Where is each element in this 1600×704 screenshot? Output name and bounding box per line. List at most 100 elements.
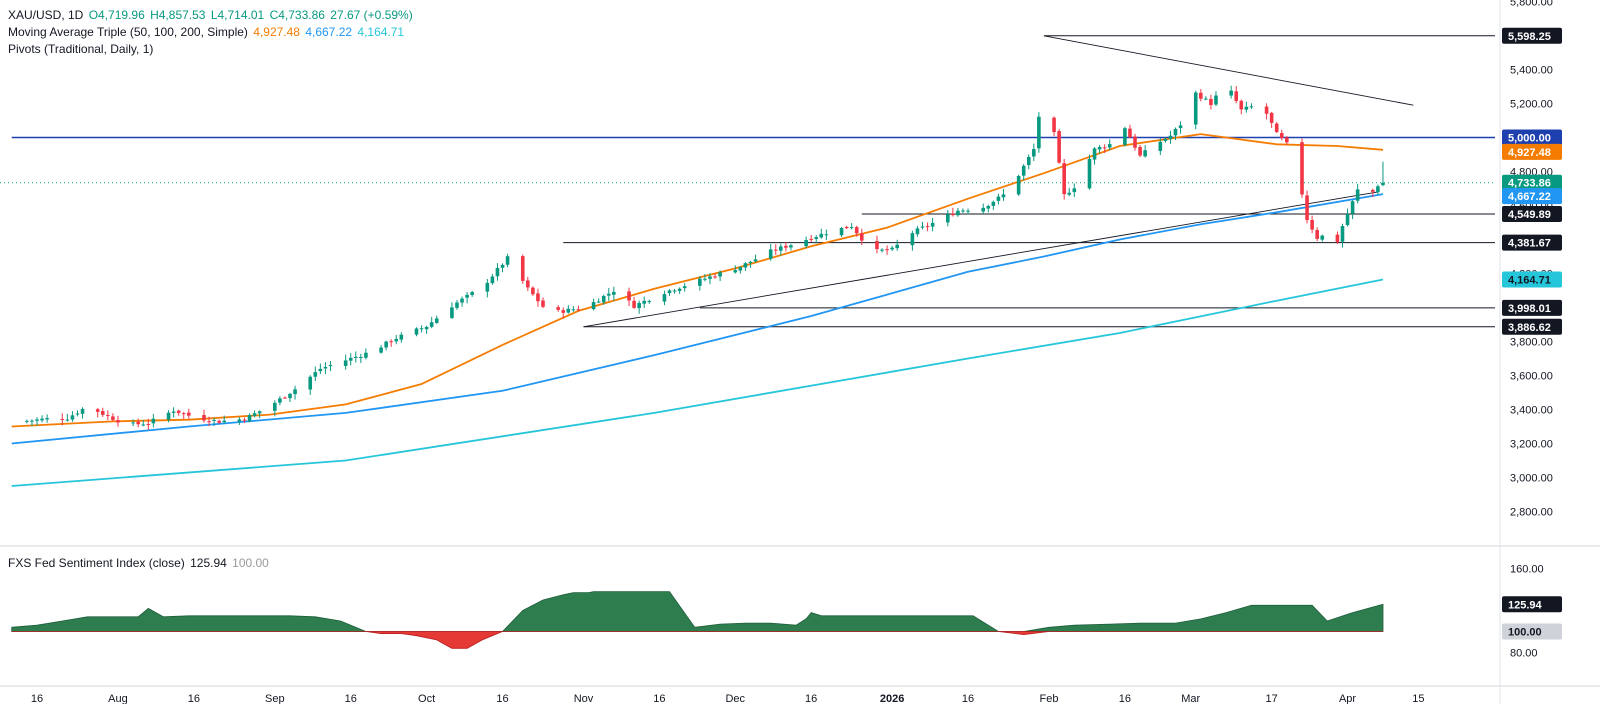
candle bbox=[748, 260, 753, 268]
time-tick-label: Sep bbox=[265, 693, 285, 704]
candle-body bbox=[187, 412, 191, 416]
candle bbox=[556, 305, 560, 312]
candle-body bbox=[80, 408, 85, 414]
candle-body bbox=[1234, 91, 1239, 101]
candle-body bbox=[819, 233, 824, 238]
candle-body bbox=[399, 334, 404, 340]
ma50-value: 4,927.48 bbox=[253, 25, 300, 39]
candle-body bbox=[1249, 106, 1254, 108]
candle bbox=[1102, 144, 1107, 154]
candle-body bbox=[176, 410, 181, 414]
candle bbox=[1300, 138, 1304, 198]
candle-body bbox=[35, 419, 39, 421]
candle bbox=[1381, 161, 1385, 187]
candle bbox=[343, 354, 348, 370]
candle bbox=[293, 385, 297, 400]
candle-body bbox=[1264, 106, 1269, 114]
time-tick-label: Oct bbox=[418, 693, 435, 704]
level-tag-4-bg bbox=[1502, 299, 1562, 316]
level-tag-3-bg bbox=[1502, 234, 1562, 251]
candle-body bbox=[429, 322, 434, 327]
candle bbox=[288, 392, 292, 403]
candle bbox=[359, 353, 363, 363]
symbol-label[interactable]: XAU/USD, 1D bbox=[8, 8, 84, 22]
candle-body bbox=[839, 227, 844, 236]
candle bbox=[1037, 112, 1041, 153]
candle-body bbox=[323, 367, 328, 369]
time-axis[interactable]: 16 Aug 16 Sep 16 Oct 16 Nov 16 Dec 16 2026 16 Feb 16 Ma… bbox=[31, 693, 1425, 704]
candle-body bbox=[1244, 106, 1249, 110]
ma-title[interactable]: Moving Average Triple (50, 100, 200, Sim… bbox=[8, 25, 248, 39]
candle bbox=[1320, 234, 1325, 242]
candle bbox=[895, 239, 899, 251]
candle-body bbox=[1092, 148, 1097, 160]
candle-body bbox=[1057, 131, 1061, 163]
sentiment-positive-area bbox=[11, 591, 1384, 632]
price-tick-label: 2,800.00 bbox=[1510, 507, 1553, 519]
candle bbox=[991, 200, 996, 210]
candle bbox=[1163, 137, 1168, 143]
candle bbox=[1133, 133, 1137, 151]
time-tick-label: Aug bbox=[108, 693, 128, 704]
candle-body bbox=[753, 259, 758, 262]
candle bbox=[981, 203, 986, 214]
level-tag-1-bg bbox=[1502, 129, 1562, 146]
high-value: H4,857.53 bbox=[150, 8, 206, 22]
candle-body bbox=[662, 294, 667, 302]
candle-body bbox=[212, 419, 216, 421]
candle bbox=[429, 316, 434, 329]
candle-body bbox=[252, 413, 257, 416]
candle-body bbox=[146, 423, 151, 425]
candle bbox=[1062, 158, 1066, 200]
candle-body bbox=[1163, 138, 1168, 141]
candle bbox=[1072, 183, 1077, 198]
candle bbox=[252, 410, 257, 418]
pivots-title[interactable]: Pivots (Traditional, Daily, 1) bbox=[8, 42, 154, 56]
candle-body bbox=[682, 286, 687, 289]
candle-body bbox=[773, 249, 778, 251]
time-tick-label: 17 bbox=[1266, 693, 1278, 704]
candle bbox=[718, 270, 722, 282]
candle bbox=[1264, 103, 1269, 120]
candle bbox=[632, 296, 636, 310]
candle-body bbox=[875, 241, 879, 250]
candle-body bbox=[1021, 165, 1026, 176]
candle-body bbox=[434, 318, 439, 323]
candle-body bbox=[606, 293, 611, 296]
candle bbox=[1335, 231, 1340, 244]
candle-body bbox=[379, 347, 383, 353]
candle bbox=[116, 415, 120, 427]
candle-body bbox=[141, 424, 146, 426]
candle-body bbox=[1269, 112, 1274, 123]
indicator-value-tag: 125.94 bbox=[1508, 599, 1543, 611]
candle bbox=[1234, 86, 1239, 104]
indicator-title[interactable]: FXS Fed Sentiment Index (close) bbox=[8, 556, 185, 570]
candle-body bbox=[718, 272, 722, 277]
price-axis[interactable]: 2,800.00 3,000.00 3,200.00 3,400.00 3,600.00… bbox=[1502, 0, 1562, 660]
ma50-tag-bg bbox=[1502, 143, 1562, 160]
level-tag-0: 5,598.25 bbox=[1508, 31, 1551, 43]
candle bbox=[455, 299, 459, 310]
candle bbox=[682, 283, 687, 292]
candle-body bbox=[40, 418, 44, 421]
candle bbox=[80, 407, 85, 419]
candle-body bbox=[1199, 92, 1203, 99]
candle bbox=[1032, 143, 1036, 162]
candle bbox=[875, 235, 879, 254]
candle bbox=[1193, 90, 1198, 130]
candle-body bbox=[465, 294, 469, 298]
candle-body bbox=[1239, 100, 1244, 110]
time-tick-label: 16 bbox=[805, 693, 817, 704]
candle bbox=[171, 407, 176, 418]
candle bbox=[187, 408, 191, 419]
candle-body bbox=[328, 365, 333, 367]
candle bbox=[490, 274, 495, 285]
candle bbox=[930, 217, 935, 232]
candle-body bbox=[1143, 150, 1147, 157]
candle bbox=[1340, 223, 1345, 248]
candle-body bbox=[1315, 230, 1319, 239]
candle-body bbox=[414, 328, 419, 335]
candle bbox=[784, 242, 788, 252]
level-tag-2-bg bbox=[1502, 206, 1562, 223]
